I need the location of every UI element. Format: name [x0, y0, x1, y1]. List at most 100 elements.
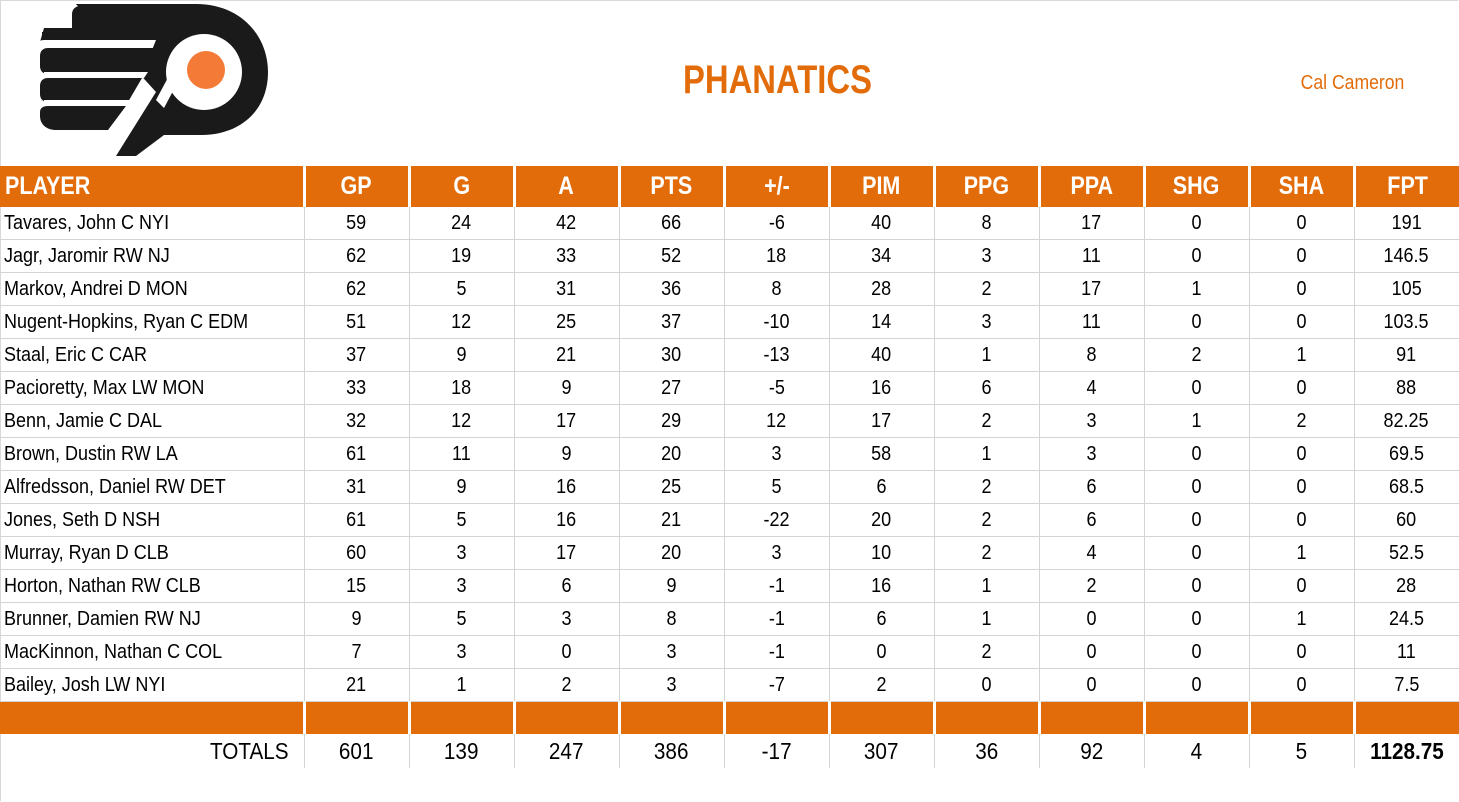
- cell-pts[interactable]: 3: [618, 635, 725, 669]
- cell-shg[interactable]: 0: [1143, 470, 1250, 504]
- cell-pts[interactable]: 20: [618, 536, 725, 570]
- cell-shg[interactable]: 1: [1143, 272, 1250, 306]
- cell-gp[interactable]: 33: [303, 371, 410, 405]
- cell-gp[interactable]: 61: [303, 437, 410, 471]
- cell-sha[interactable]: 0: [1248, 668, 1355, 702]
- cell-plus-minus[interactable]: 3: [723, 536, 830, 570]
- cell-gp[interactable]: 37: [303, 338, 410, 372]
- cell-ppa[interactable]: 11: [1038, 305, 1145, 339]
- cell-gp[interactable]: 31: [303, 470, 410, 504]
- cell-ppg[interactable]: 3: [933, 305, 1040, 339]
- cell-fpt[interactable]: 91: [1353, 338, 1459, 372]
- cell-g[interactable]: 3: [408, 536, 515, 570]
- cell-a[interactable]: 16: [513, 503, 620, 537]
- cell-ppg[interactable]: 2: [933, 404, 1040, 438]
- cell-player[interactable]: Bailey, Josh LW NYI: [0, 668, 305, 702]
- cell-ppg[interactable]: 1: [933, 602, 1040, 636]
- total-gp[interactable]: 601: [303, 734, 409, 768]
- cell-fpt[interactable]: 24.5: [1353, 602, 1459, 636]
- cell-gp[interactable]: 51: [303, 305, 410, 339]
- cell-fpt[interactable]: 105: [1353, 272, 1459, 306]
- cell-shg[interactable]: 0: [1143, 207, 1250, 240]
- cell-player[interactable]: Staal, Eric C CAR: [0, 338, 305, 372]
- column-header-plus-minus[interactable]: +/-: [722, 166, 829, 207]
- cell-g[interactable]: 3: [408, 635, 515, 669]
- column-header-pts[interactable]: PTS: [617, 166, 724, 207]
- cell-shg[interactable]: 0: [1143, 602, 1250, 636]
- column-header-g[interactable]: G: [407, 166, 514, 207]
- cell-player[interactable]: Jagr, Jaromir RW NJ: [0, 239, 305, 273]
- cell-player[interactable]: Markov, Andrei D MON: [0, 272, 305, 306]
- cell-plus-minus[interactable]: -5: [723, 371, 830, 405]
- cell-shg[interactable]: 0: [1143, 569, 1250, 603]
- cell-plus-minus[interactable]: -1: [723, 569, 830, 603]
- cell-ppa[interactable]: 4: [1038, 371, 1145, 405]
- cell-gp[interactable]: 21: [303, 668, 410, 702]
- total-ppa[interactable]: 92: [1038, 734, 1144, 768]
- cell-ppa[interactable]: 6: [1038, 470, 1145, 504]
- cell-plus-minus[interactable]: -22: [723, 503, 830, 537]
- cell-ppa[interactable]: 8: [1038, 338, 1145, 372]
- cell-ppa[interactable]: 3: [1038, 404, 1145, 438]
- cell-player[interactable]: Murray, Ryan D CLB: [0, 536, 305, 570]
- cell-fpt[interactable]: 52.5: [1353, 536, 1459, 570]
- cell-player[interactable]: Benn, Jamie C DAL: [0, 404, 305, 438]
- cell-shg[interactable]: 0: [1143, 371, 1250, 405]
- cell-player[interactable]: Alfredsson, Daniel RW DET: [0, 470, 305, 504]
- cell-ppg[interactable]: 2: [933, 536, 1040, 570]
- cell-a[interactable]: 17: [513, 404, 620, 438]
- cell-fpt[interactable]: 88: [1353, 371, 1459, 405]
- cell-ppa[interactable]: 0: [1038, 635, 1145, 669]
- cell-shg[interactable]: 0: [1143, 239, 1250, 273]
- cell-player[interactable]: Brunner, Damien RW NJ: [0, 602, 305, 636]
- column-header-ppg[interactable]: PPG: [932, 166, 1039, 207]
- cell-shg[interactable]: 2: [1143, 338, 1250, 372]
- cell-gp[interactable]: 15: [303, 569, 410, 603]
- cell-gp[interactable]: 32: [303, 404, 410, 438]
- total-a[interactable]: 247: [513, 734, 619, 768]
- column-header-player[interactable]: PLAYER: [0, 166, 304, 207]
- cell-pts[interactable]: 3: [618, 668, 725, 702]
- cell-g[interactable]: 1: [408, 668, 515, 702]
- cell-a[interactable]: 42: [513, 207, 620, 240]
- cell-gp[interactable]: 61: [303, 503, 410, 537]
- column-header-a[interactable]: A: [512, 166, 619, 207]
- total-pim[interactable]: 307: [828, 734, 934, 768]
- cell-a[interactable]: 16: [513, 470, 620, 504]
- cell-ppg[interactable]: 2: [933, 503, 1040, 537]
- cell-sha[interactable]: 0: [1248, 239, 1355, 273]
- total-plus-minus[interactable]: -17: [723, 734, 829, 768]
- cell-sha[interactable]: 0: [1248, 569, 1355, 603]
- total-shg[interactable]: 4: [1143, 734, 1249, 768]
- cell-sha[interactable]: 2: [1248, 404, 1355, 438]
- cell-shg[interactable]: 0: [1143, 536, 1250, 570]
- cell-sha[interactable]: 0: [1248, 470, 1355, 504]
- cell-pim[interactable]: 40: [828, 207, 935, 240]
- cell-ppa[interactable]: 17: [1038, 207, 1145, 240]
- cell-fpt[interactable]: 191: [1353, 207, 1459, 240]
- cell-pts[interactable]: 37: [618, 305, 725, 339]
- cell-pim[interactable]: 58: [828, 437, 935, 471]
- cell-plus-minus[interactable]: 18: [723, 239, 830, 273]
- cell-plus-minus[interactable]: -6: [723, 207, 830, 240]
- column-header-ppa[interactable]: PPA: [1037, 166, 1144, 207]
- cell-gp[interactable]: 7: [303, 635, 410, 669]
- cell-sha[interactable]: 1: [1248, 338, 1355, 372]
- cell-shg[interactable]: 0: [1143, 437, 1250, 471]
- cell-plus-minus[interactable]: -1: [723, 602, 830, 636]
- cell-pts[interactable]: 52: [618, 239, 725, 273]
- cell-ppa[interactable]: 4: [1038, 536, 1145, 570]
- cell-gp[interactable]: 62: [303, 239, 410, 273]
- cell-fpt[interactable]: 28: [1353, 569, 1459, 603]
- column-header-fpt[interactable]: FPT: [1352, 166, 1459, 207]
- cell-a[interactable]: 21: [513, 338, 620, 372]
- cell-a[interactable]: 9: [513, 371, 620, 405]
- cell-ppa[interactable]: 3: [1038, 437, 1145, 471]
- cell-ppg[interactable]: 1: [933, 569, 1040, 603]
- cell-pim[interactable]: 20: [828, 503, 935, 537]
- total-ppg[interactable]: 36: [933, 734, 1039, 768]
- cell-sha[interactable]: 1: [1248, 602, 1355, 636]
- cell-pim[interactable]: 16: [828, 569, 935, 603]
- cell-a[interactable]: 31: [513, 272, 620, 306]
- cell-ppa[interactable]: 0: [1038, 602, 1145, 636]
